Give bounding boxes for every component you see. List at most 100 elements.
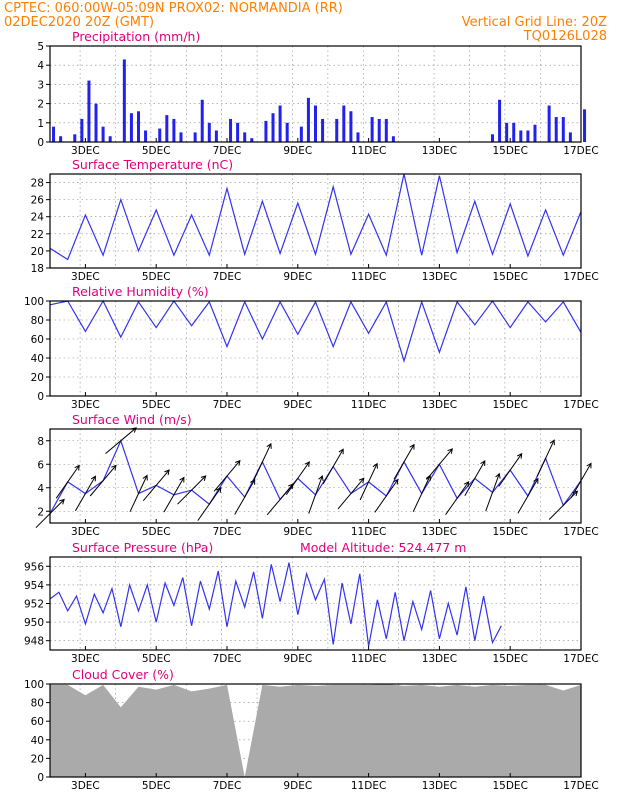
x-tick-label: 5DEC xyxy=(142,399,171,411)
y-tick-label: 80 xyxy=(31,315,44,327)
wind-vector-head xyxy=(372,462,378,469)
y-tick-label: 2 xyxy=(37,506,44,518)
y-tick-label: 60 xyxy=(31,334,44,346)
y-tick-label: 5 xyxy=(37,41,44,53)
wind-vector-head xyxy=(495,472,501,479)
wind-vector xyxy=(129,475,148,513)
wind-vector xyxy=(445,481,470,515)
y-tick-label: 6 xyxy=(37,459,44,471)
y-tick-label: 2 xyxy=(37,99,44,111)
precip-bar xyxy=(229,118,233,142)
x-tick-label: 7DEC xyxy=(213,145,242,157)
wind-vector xyxy=(234,479,256,515)
panel-title: Surface Wind (m/s) xyxy=(72,412,192,427)
wind-vector-head xyxy=(250,478,256,485)
x-tick-label: 3DEC xyxy=(71,399,100,411)
x-tick-label: 3DEC xyxy=(71,780,100,792)
x-tick-label: 15DEC xyxy=(492,526,527,538)
precip-bar xyxy=(384,118,388,142)
x-tick-label: 5DEC xyxy=(142,653,171,665)
y-tick-label: 952 xyxy=(24,599,44,611)
precip-bar xyxy=(108,136,112,142)
wind-vector-head xyxy=(516,452,523,459)
precip-bar xyxy=(370,117,374,142)
y-tick-label: 948 xyxy=(24,636,44,648)
wind-vector xyxy=(177,475,207,505)
x-tick-label: 7DEC xyxy=(213,399,242,411)
wind-vector xyxy=(337,477,365,510)
x-tick-label: 7DEC xyxy=(213,271,242,283)
wind-vector xyxy=(517,478,539,514)
x-tick-label: 15DEC xyxy=(492,399,527,411)
wind-vector xyxy=(412,475,431,513)
wind-vector xyxy=(536,439,555,477)
precip-bar xyxy=(207,122,211,142)
x-tick-label: 17DEC xyxy=(563,399,598,411)
wind-vector-head xyxy=(142,474,148,481)
x-tick-label: 13DEC xyxy=(422,526,457,538)
y-tick-label: 28 xyxy=(31,178,44,190)
x-tick-label: 9DEC xyxy=(283,526,312,538)
y-tick-label: 100 xyxy=(24,679,44,691)
y-tick-label: 18 xyxy=(31,263,44,275)
x-tick-label: 11DEC xyxy=(351,145,386,157)
x-tick-label: 3DEC xyxy=(71,271,100,283)
x-tick-label: 17DEC xyxy=(563,145,598,157)
precip-bar xyxy=(144,130,148,142)
precip-bar xyxy=(299,126,303,142)
precip-bar xyxy=(335,118,339,142)
wind-vector-head xyxy=(533,477,539,484)
wind-vector-head xyxy=(318,475,324,481)
temperature-line xyxy=(49,173,582,261)
y-tick-label: 22 xyxy=(31,229,44,241)
y-tick-label: 1 xyxy=(37,118,44,130)
x-tick-label: 7DEC xyxy=(213,653,242,665)
wind-vector xyxy=(89,465,117,497)
x-tick-label: 9DEC xyxy=(283,653,312,665)
wind-vector-head xyxy=(463,481,470,487)
y-tick-label: 3 xyxy=(37,79,44,91)
precip-bar xyxy=(200,99,204,142)
header: CPTEC: 060:00W-05:09N PROX02: NORMANDIA … xyxy=(4,1,607,44)
x-tick-label: 11DEC xyxy=(351,780,386,792)
precip-bar xyxy=(498,99,502,142)
precip-bar xyxy=(533,124,537,142)
x-tick-label: 15DEC xyxy=(492,271,527,283)
wind-vector xyxy=(426,448,453,480)
x-tick-label: 13DEC xyxy=(422,399,457,411)
precip-bar xyxy=(243,132,247,142)
precip-bar xyxy=(306,97,310,142)
panel-title: Precipitation (mm/h) xyxy=(72,29,200,44)
chart-panels: 0 1 2 3 4 5 3DEC 5DEC 7DEC 9DEC 11DEC 13DEC 15DEC 17D… xyxy=(24,29,599,792)
panel-title: Surface Pressure (hPa) xyxy=(72,540,213,555)
wind-vector-head xyxy=(266,442,272,449)
x-tick-label: 13DEC xyxy=(422,271,457,283)
panel-cloud-cover: 0 20 40 60 80 100 3DEC 5DEC 7DEC 9DEC 11DEC 13DEC 15… xyxy=(24,667,599,792)
panel-frame xyxy=(49,45,582,143)
panel-precipitation: 0 1 2 3 4 5 3DEC 5DEC 7DEC 9DEC 11DEC 13DEC 15DEC 17D… xyxy=(37,29,598,157)
precip-bar xyxy=(321,118,325,142)
precip-bar xyxy=(505,122,509,142)
x-tick-label: 5DEC xyxy=(142,526,171,538)
header-station: CPTEC: 060:00W-05:09N PROX02: NORMANDIA … xyxy=(4,1,343,16)
wind-vector-head xyxy=(164,469,170,476)
precip-bar xyxy=(129,113,133,142)
y-tick-label: 20 xyxy=(31,372,44,384)
wind-vector xyxy=(55,465,80,499)
wind-vector xyxy=(266,483,294,516)
x-tick-label: 7DEC xyxy=(213,780,242,792)
panel-title: Relative Humidity (%) xyxy=(72,284,209,299)
panel-title: Cloud Cover (%) xyxy=(72,667,174,682)
precip-bar xyxy=(349,111,353,142)
wind-vector-head xyxy=(179,476,185,483)
wind-vector xyxy=(498,453,523,487)
wind-vector-head xyxy=(393,478,399,485)
x-tick-label: 9DEC xyxy=(283,145,312,157)
x-tick-label: 5DEC xyxy=(142,145,171,157)
wind-vector xyxy=(393,444,415,480)
precip-bar xyxy=(101,126,105,142)
precip-bar xyxy=(377,118,381,142)
header-grid-line-note: Vertical Grid Line: 20Z xyxy=(462,15,607,30)
wind-vector-head xyxy=(338,448,344,455)
wind-vector xyxy=(359,463,378,501)
